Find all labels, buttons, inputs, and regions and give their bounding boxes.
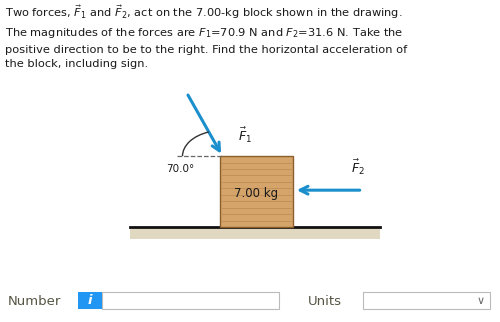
Bar [362,292,490,309]
Bar [130,227,380,239]
Text: ∨: ∨ [477,296,485,306]
Text: Number: Number [8,295,61,308]
Text: 7.00 kg: 7.00 kg [234,186,278,200]
Text: Units: Units [308,295,342,308]
Text: $\vec{F}_2$: $\vec{F}_2$ [350,158,364,177]
Bar [102,292,279,309]
Text: i: i [88,294,92,307]
Text: 70.0°: 70.0° [166,164,194,174]
Bar [220,156,292,227]
Bar [78,292,102,309]
Text: Two forces, $\vec{F}_1$ and $\vec{F}_2$, act on the 7.00-kg block shown in the d: Two forces, $\vec{F}_1$ and $\vec{F}_2$,… [5,3,407,69]
Text: $\vec{F}_1$: $\vec{F}_1$ [238,126,252,145]
